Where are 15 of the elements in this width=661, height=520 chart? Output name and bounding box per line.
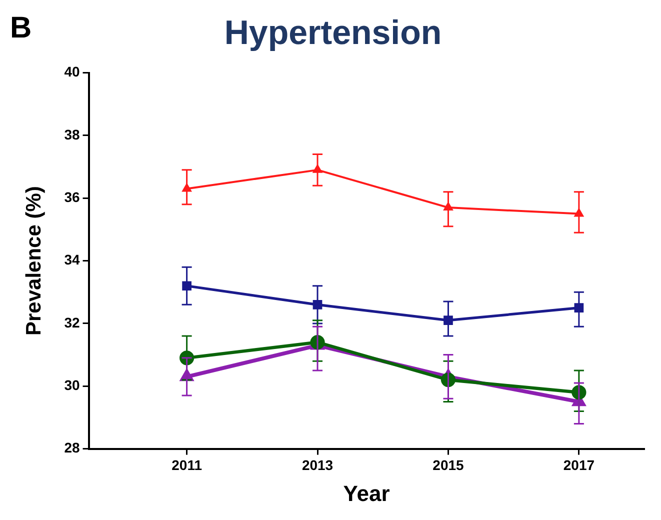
chart-title: Hypertension	[224, 14, 442, 52]
y-tick-label: 28	[64, 440, 80, 456]
x-tick-label: 2011	[172, 457, 202, 474]
y-tick-label: 32	[64, 314, 80, 330]
x-tick-label: 2013	[302, 457, 334, 474]
y-tick-label: 40	[64, 64, 80, 80]
x-tick-label: 2017	[563, 457, 595, 474]
y-tick-label: 30	[64, 376, 80, 393]
y-axis-title: Prevalence (%)	[22, 186, 46, 336]
y-tick-label: 38	[64, 126, 80, 142]
y-tick-label: 34	[64, 252, 80, 268]
y-tick-label: 36	[64, 188, 80, 205]
x-axis-title: Year	[343, 480, 390, 506]
x-tick-label: 2015	[432, 457, 464, 474]
text: B	[10, 11, 32, 44]
